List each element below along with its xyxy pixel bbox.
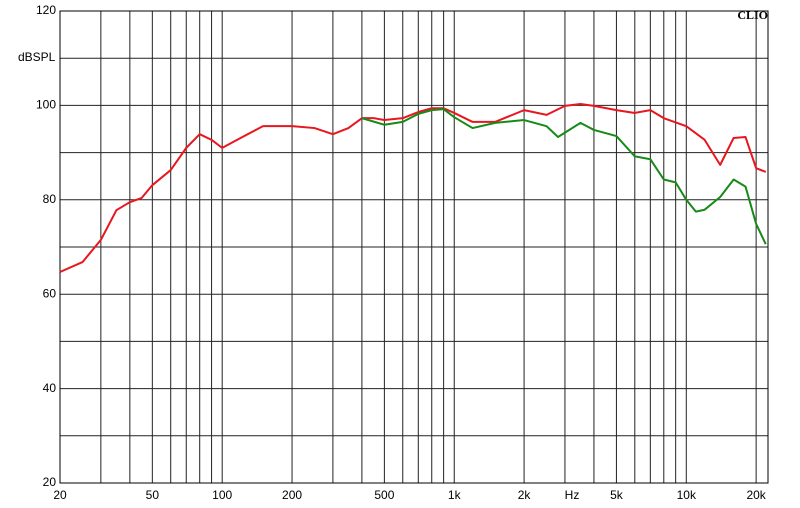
x-tick-label: 10k [677, 488, 697, 502]
plot-frame [59, 10, 769, 484]
y-axis-label: dBSPL [18, 50, 56, 64]
x-tick-label: 20 [53, 488, 67, 502]
x-tick-label: 100 [212, 488, 232, 502]
series-line [59, 102, 767, 273]
y-tick-label: 20 [43, 475, 57, 489]
watermark: CLIO [737, 8, 768, 22]
x-tick-label: 200 [282, 488, 302, 502]
y-tick-label: 100 [36, 98, 56, 112]
y-tick-label: 60 [43, 286, 57, 300]
x-tick-label: 20k [746, 488, 766, 502]
y-tick-label: 40 [43, 381, 57, 395]
x-tick-label: 5k [610, 488, 624, 502]
y-tick-label: 80 [43, 192, 57, 206]
y-tick-label: 120 [36, 3, 56, 17]
x-tick-label: 2k [518, 488, 532, 502]
x-tick-label: 1k [448, 488, 462, 502]
series-line [361, 108, 767, 245]
x-tick-label: 50 [146, 488, 160, 502]
x-axis-label: Hz [565, 488, 580, 502]
x-tick-label: 500 [374, 488, 394, 502]
